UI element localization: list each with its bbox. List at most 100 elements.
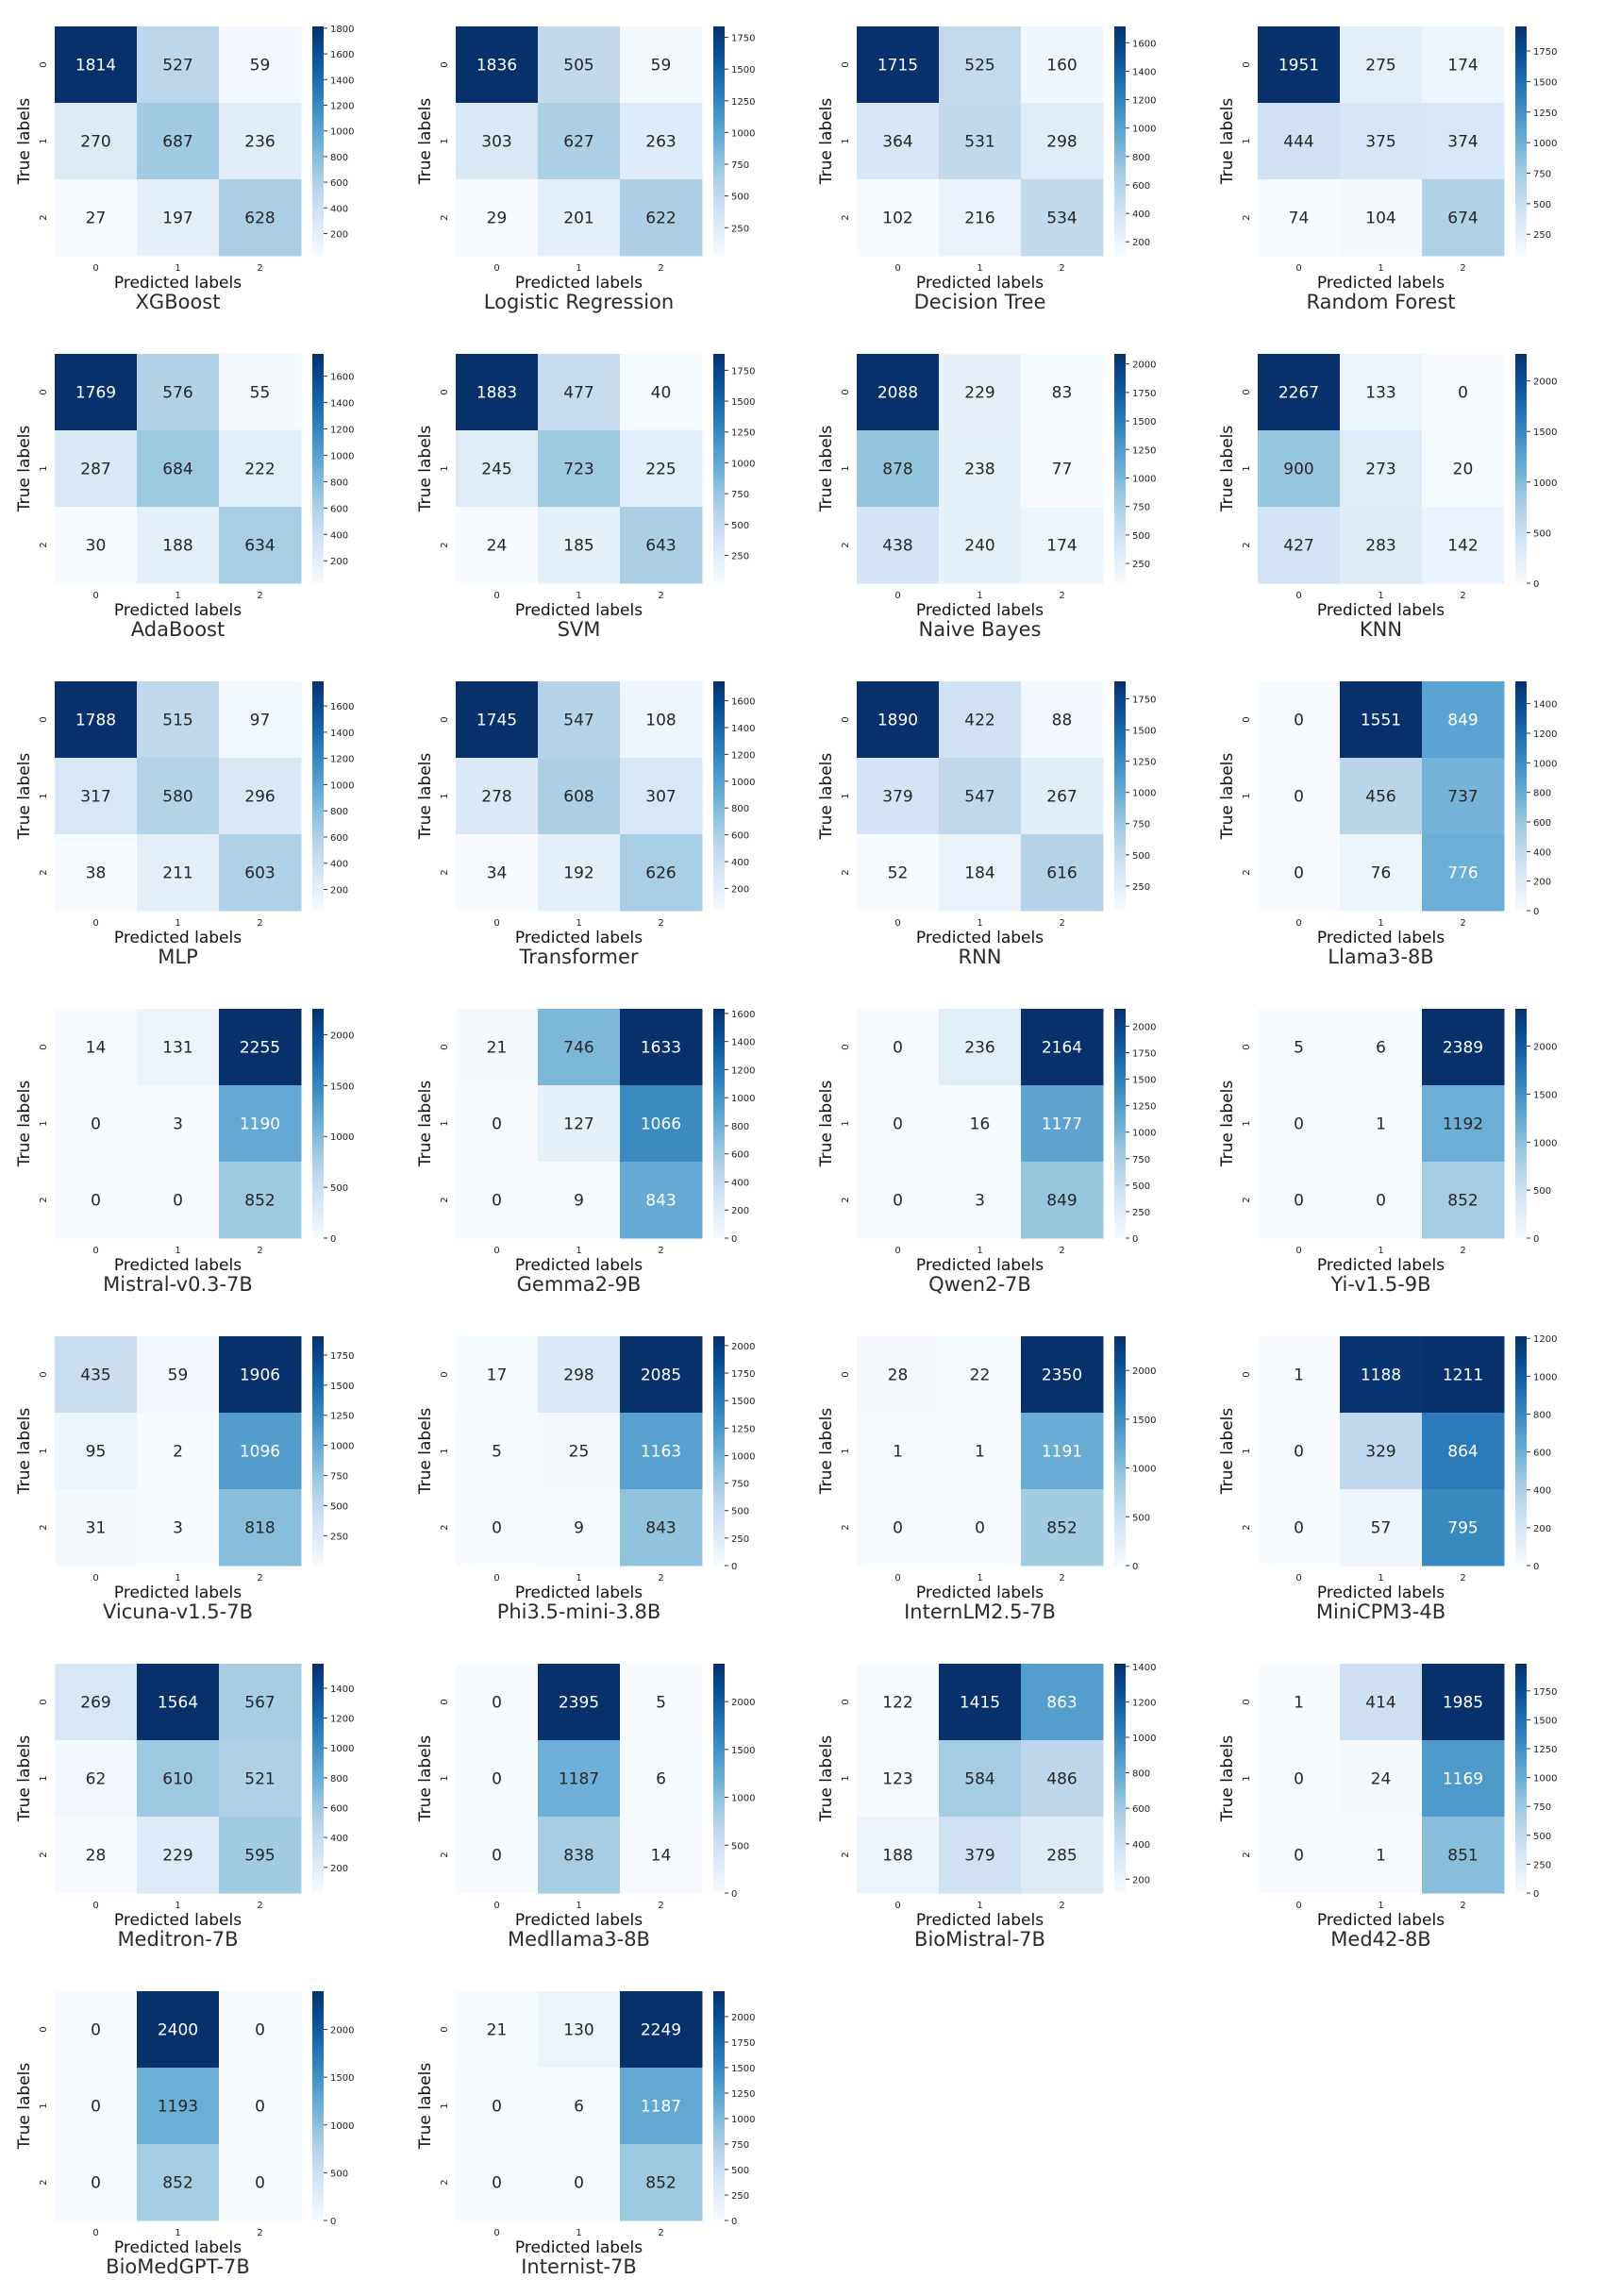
cell-value-label: 1 — [1376, 1115, 1386, 1134]
colorbar-tick-label: 1750 — [731, 34, 755, 44]
heatmap-cell — [1021, 834, 1104, 912]
colorbar-tick-label: 400 — [1533, 847, 1551, 858]
heatmap-cell — [1422, 430, 1505, 508]
confusion-matrix-1: 1814 527 59 270 687 236 27 197 628 0 1 2 0 1 2 Predicte… — [15, 25, 354, 313]
y-axis-label: True labels — [15, 426, 34, 513]
cell-value-label: 0 — [492, 1770, 502, 1789]
colorbar-tick-label: 750 — [731, 1480, 749, 1490]
colorbar — [1515, 681, 1527, 911]
y-tick-label: 2 — [440, 214, 450, 220]
heatmap-cell — [620, 1413, 703, 1490]
cell-value-label: 1187 — [559, 1770, 599, 1789]
x-tick-label: 2 — [1059, 1573, 1064, 1584]
y-tick-label: 1 — [841, 1775, 851, 1781]
heatmap-cell — [137, 1336, 220, 1414]
cell-value-label: 515 — [162, 712, 192, 730]
colorbar-tick-label: 750 — [1132, 1155, 1150, 1165]
y-tick-label: 2 — [440, 2179, 450, 2185]
colorbar-tick-label: 1200 — [1132, 96, 1156, 107]
colorbar-tick-label: 1000 — [1132, 1129, 1156, 1139]
colorbar-tick-label: 200 — [330, 557, 348, 567]
colorbar-tick-label: 1250 — [731, 1424, 755, 1434]
colorbar-tick-label: 500 — [330, 1183, 348, 1194]
cell-value-label: 0 — [91, 1192, 101, 1211]
heatmap-cell — [939, 179, 1022, 257]
colorbar-tick-label: 750 — [731, 490, 749, 500]
x-tick-label: 0 — [493, 918, 499, 929]
heatmap-cell — [55, 354, 138, 431]
y-tick-label: 0 — [39, 716, 49, 722]
x-tick-label: 0 — [92, 591, 98, 601]
heatmap-cell — [55, 26, 138, 104]
heatmap-cell — [857, 1413, 940, 1490]
colorbar-tick-label: 1500 — [1533, 1716, 1557, 1726]
heatmap-cell — [137, 1085, 220, 1163]
confusion-matrix-15: 0 236 2164 0 16 1177 0 3 849 0 1 2 0 1 2 Predicted labe… — [817, 1009, 1156, 1296]
heatmap-cell — [939, 103, 1022, 180]
colorbar-tick-label: 1250 — [1533, 109, 1557, 119]
colorbar-tick-label: 1500 — [330, 1081, 354, 1092]
x-tick-label: 0 — [894, 591, 900, 601]
heatmap-cell — [1340, 1336, 1423, 1414]
heatmap-cell — [939, 26, 1022, 104]
cell-value-label: 505 — [563, 57, 593, 75]
y-axis-label: True labels — [416, 1735, 435, 1823]
cell-value-label: 188 — [882, 1847, 912, 1866]
heatmap-cell — [857, 507, 940, 584]
colorbar-tick-label: 1500 — [731, 1397, 755, 1407]
y-axis-label: True labels — [15, 753, 34, 841]
colorbar-tick-label: 1500 — [1533, 77, 1557, 88]
heatmap-cell — [1340, 179, 1423, 257]
heatmap-cell — [1422, 1489, 1505, 1567]
heatmap-cell — [538, 1009, 621, 1086]
x-tick-label: 2 — [1059, 1901, 1064, 1911]
heatmap-cell — [219, 1336, 302, 1414]
y-tick-label: 0 — [440, 1699, 450, 1704]
colorbar — [713, 354, 725, 583]
cell-value-label: 287 — [80, 461, 110, 479]
y-tick-label: 1 — [39, 465, 49, 471]
colorbar-tick-label: 500 — [1533, 1186, 1551, 1197]
heatmap-cell — [857, 1740, 940, 1818]
x-tick-label: 1 — [175, 263, 180, 274]
cell-value-label: 1769 — [75, 384, 116, 403]
colorbar-tick-label: 800 — [1533, 789, 1551, 799]
subplot-title: Decision Tree — [914, 291, 1046, 313]
x-tick-label: 1 — [977, 918, 982, 929]
y-axis-label: True labels — [817, 753, 836, 841]
cell-value-label: 229 — [162, 1847, 192, 1866]
heatmap-cell — [620, 1085, 703, 1163]
colorbar-tick-label: 0 — [731, 1889, 737, 1900]
cell-value-label: 422 — [964, 712, 994, 730]
x-tick-label: 2 — [257, 1246, 262, 1256]
cell-value-label: 608 — [563, 788, 593, 807]
colorbar-tick-label: 750 — [1533, 169, 1551, 179]
cell-value-label: 197 — [162, 209, 192, 228]
y-tick-label: 2 — [1242, 1524, 1252, 1530]
y-tick-label: 0 — [841, 1044, 851, 1049]
colorbar-tick-label: 1200 — [330, 426, 354, 436]
colorbar-tick-label: 400 — [330, 1834, 348, 1844]
heatmap-cell — [538, 354, 621, 431]
colorbar-tick-label: 0 — [330, 2217, 336, 2227]
colorbar-tick-label: 1500 — [731, 1746, 755, 1756]
y-axis-label: True labels — [1218, 753, 1237, 841]
heatmap-cell — [1021, 758, 1104, 835]
heatmap-cell — [939, 430, 1022, 508]
heatmap-cell — [219, 103, 302, 180]
cell-value-label: 622 — [645, 209, 676, 228]
y-tick-label: 0 — [1242, 1699, 1252, 1704]
heatmap-cell — [1422, 1085, 1505, 1163]
colorbar — [1114, 26, 1126, 256]
colorbar-tick-label: 0 — [731, 1234, 737, 1245]
cell-value-label: 57 — [1371, 1519, 1392, 1538]
cell-value-label: 627 — [563, 133, 593, 152]
subplot-title: RNN — [958, 946, 1001, 968]
colorbar — [713, 1991, 725, 2221]
cell-value-label: 364 — [882, 133, 912, 152]
cell-value-label: 285 — [1046, 1847, 1077, 1866]
cell-value-label: 14 — [86, 1039, 107, 1058]
cell-value-label: 28 — [888, 1366, 909, 1385]
y-tick-label: 1 — [39, 1775, 49, 1781]
cell-value-label: 477 — [563, 384, 593, 403]
